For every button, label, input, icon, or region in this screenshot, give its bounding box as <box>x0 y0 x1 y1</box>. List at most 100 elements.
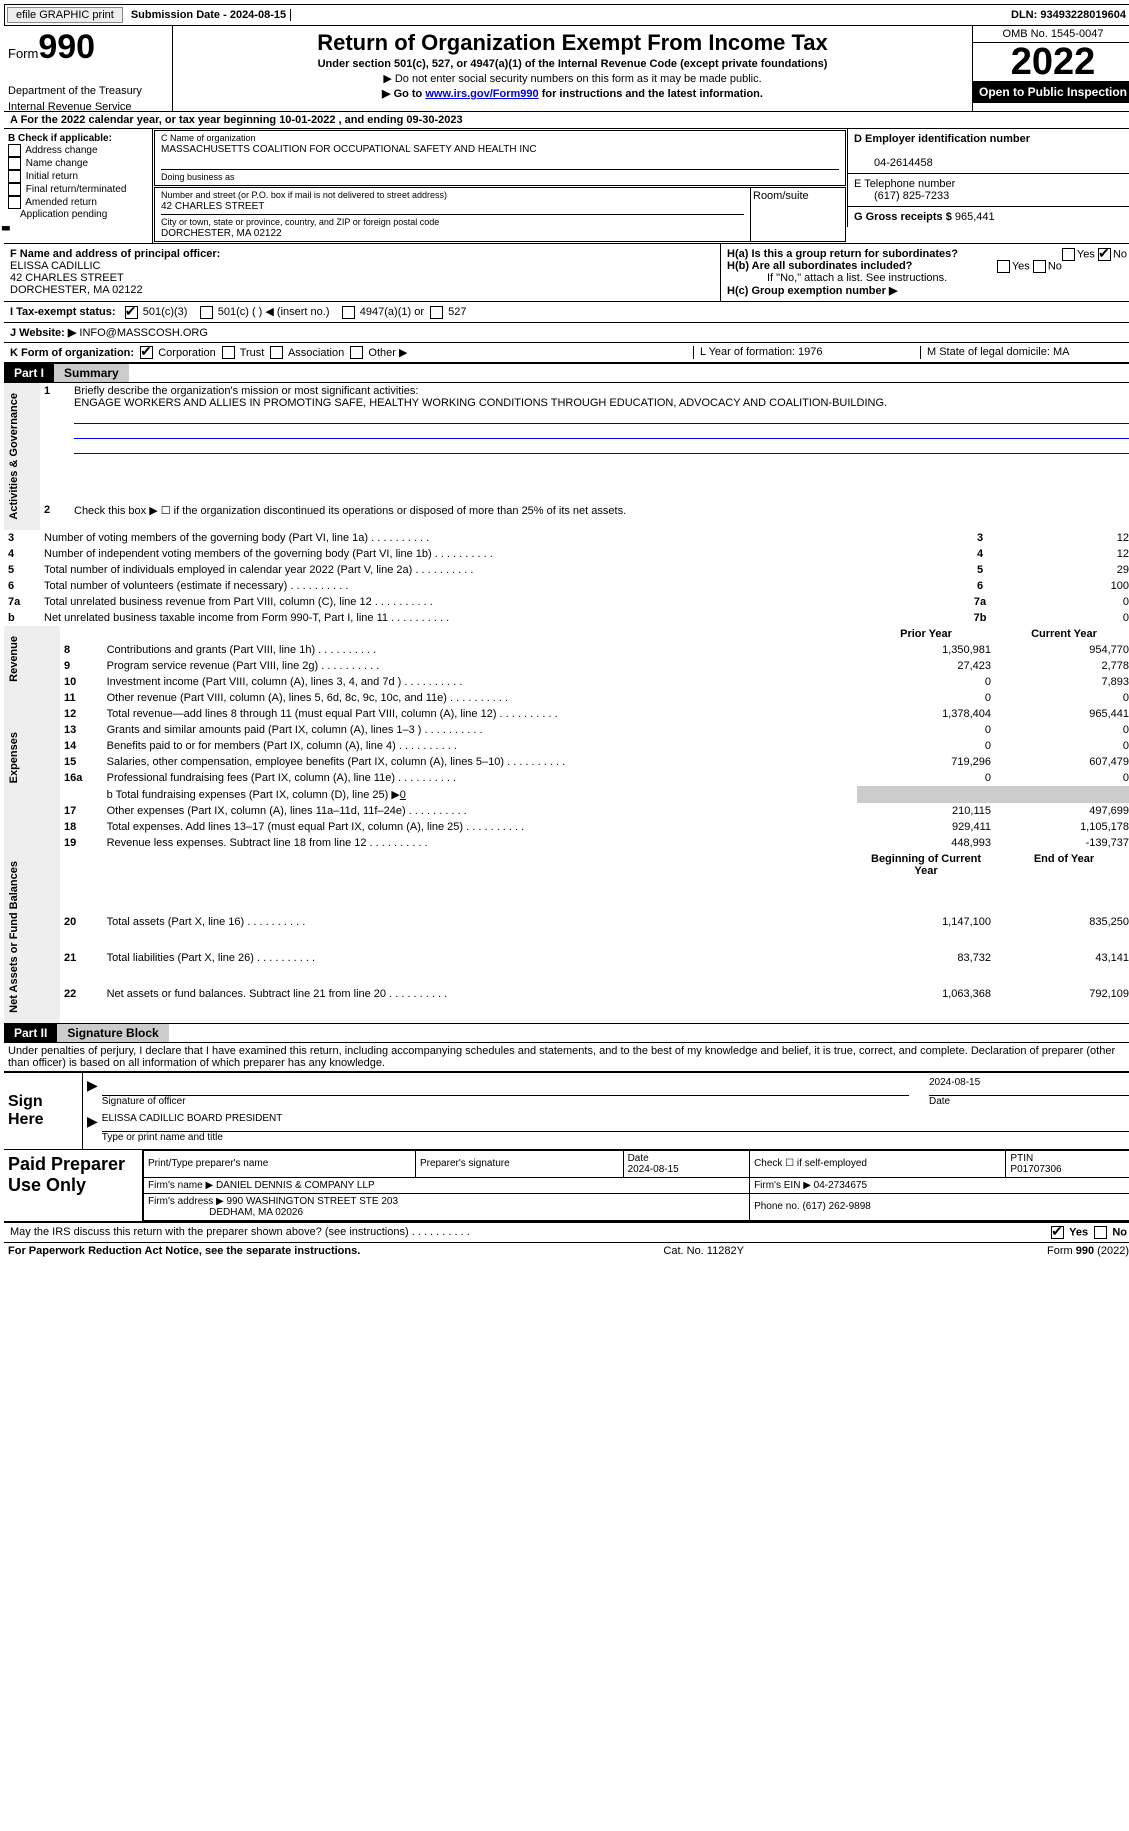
submission-date: Submission Date - 2024-08-15 <box>127 9 291 21</box>
form-header: Form990 Department of the Treasury Inter… <box>4 26 1129 112</box>
footer-form: Form 990 (2022) <box>1047 1245 1129 1257</box>
preparer-sig-label: Preparer's signature <box>415 1150 623 1177</box>
firm-addr-label: Firm's address ▶ <box>148 1196 224 1207</box>
cb-4947[interactable] <box>342 306 355 319</box>
part2-num: Part II <box>4 1024 57 1042</box>
label-name-change: Name change <box>26 158 88 169</box>
room-label: Room/suite <box>753 190 809 202</box>
ptin-value: P01707306 <box>1010 1164 1061 1175</box>
goto-prefix: ▶ Go to <box>382 88 425 100</box>
org-city: DORCHESTER, MA 02122 <box>161 228 282 239</box>
part1-num: Part I <box>4 364 54 382</box>
open-inspection: Open to Public Inspection <box>973 81 1129 103</box>
section-b-label: B Check if applicable: <box>8 133 112 144</box>
ha-yes[interactable] <box>1062 248 1075 261</box>
cb-corp[interactable] <box>140 346 153 359</box>
firm-ein-label: Firm's EIN ▶ <box>754 1180 811 1191</box>
row-j-label: J Website: ▶ <box>10 327 76 339</box>
firm-phone-label: Phone no. <box>754 1201 800 1212</box>
paid-preparer-label: Paid Preparer Use Only <box>4 1150 143 1221</box>
q2-text: Check this box ▶ ☐ if the organization d… <box>70 502 1129 530</box>
yes-label: Yes <box>1077 248 1095 260</box>
cb-assoc[interactable] <box>270 346 283 359</box>
section-d-label: D Employer identification number <box>854 133 1030 145</box>
city-label: City or town, state or province, country… <box>161 217 439 227</box>
efile-print-button[interactable]: efile GRAPHIC print <box>7 7 123 23</box>
section-ha: H(a) Is this a group return for subordin… <box>727 248 958 260</box>
perjury-text: Under penalties of perjury, I declare th… <box>4 1043 1129 1071</box>
preparer-name-label: Print/Type preparer's name <box>144 1150 416 1177</box>
hb-note: If "No," attach a list. See instructions… <box>767 272 1127 284</box>
firm-phone: (617) 262-9898 <box>802 1201 870 1212</box>
goto-suffix: for instructions and the latest informat… <box>539 88 763 100</box>
self-employed-label: Check ☐ if self-employed <box>750 1150 1006 1177</box>
checkbox-address-change[interactable] <box>8 144 21 157</box>
label-address-change: Address change <box>25 145 97 156</box>
cb-trust[interactable] <box>222 346 235 359</box>
officer-addr2: DORCHESTER, MA 02122 <box>10 284 143 296</box>
label-amended: Amended return <box>25 197 97 208</box>
label-501c3: 501(c)(3) <box>143 306 188 318</box>
part1-title: Summary <box>54 364 129 382</box>
firm-name: DANIEL DENNIS & COMPANY LLP <box>216 1180 375 1191</box>
section-g-label: G Gross receipts $ <box>854 211 952 223</box>
tax-year: 2022 <box>973 43 1129 81</box>
hb-no[interactable] <box>1033 260 1046 273</box>
paid-date: 2024-08-15 <box>628 1164 679 1175</box>
irs-link[interactable]: www.irs.gov/Form990 <box>425 88 538 100</box>
addr-label: Number and street (or P.O. box if mail i… <box>161 190 447 200</box>
no-label: No <box>1113 248 1127 260</box>
label-app-pending: Application pending <box>20 209 107 220</box>
irs-label: Internal Revenue Service <box>8 101 168 113</box>
cb-501c[interactable] <box>200 306 213 319</box>
ha-no[interactable] <box>1098 248 1111 261</box>
date-label: Date <box>929 1096 950 1107</box>
sig-officer-label: Signature of officer <box>102 1096 186 1107</box>
section-c-name-label: C Name of organization <box>161 133 256 143</box>
row-k-label: K Form of organization: <box>10 347 134 359</box>
label-assoc: Association <box>288 347 344 359</box>
row-i-label: I Tax-exempt status: <box>10 306 116 318</box>
line-a-period: A For the 2022 calendar year, or tax yea… <box>4 112 1129 129</box>
cb-527[interactable] <box>430 306 443 319</box>
sign-here-label: Sign Here <box>4 1073 83 1149</box>
form-number: 990 <box>38 28 95 66</box>
finance-table: RevenuePrior YearCurrent Year8Contributi… <box>4 626 1129 1023</box>
firm-name-label: Firm's name ▶ <box>148 1180 213 1191</box>
checkbox-name-change[interactable] <box>8 157 21 170</box>
paid-date-label: Date <box>628 1153 649 1164</box>
section-f-label: F Name and address of principal officer: <box>10 248 220 260</box>
part2-title: Signature Block <box>57 1024 168 1042</box>
org-address: 42 CHARLES STREET <box>161 201 264 212</box>
discuss-label: May the IRS discuss this return with the… <box>10 1226 470 1239</box>
label-4947: 4947(a)(1) or <box>360 306 424 318</box>
label-other: Other ▶ <box>368 347 407 359</box>
checkbox-final-return[interactable] <box>8 183 21 196</box>
q1-label: Briefly describe the organization's miss… <box>74 385 418 397</box>
cb-other[interactable] <box>350 346 363 359</box>
dept-treasury: Department of the Treasury <box>8 85 168 97</box>
form-title: Return of Organization Exempt From Incom… <box>177 30 968 56</box>
typed-name-label: Type or print name and title <box>102 1132 223 1143</box>
website-value: INFO@MASSCOSH.ORG <box>79 327 208 339</box>
discuss-no[interactable] <box>1094 1226 1107 1239</box>
cb-501c3[interactable] <box>125 306 138 319</box>
discuss-yes[interactable] <box>1051 1226 1064 1239</box>
year-formation: L Year of formation: 1976 <box>693 346 920 360</box>
form-label: Form <box>8 46 38 61</box>
dba-label: Doing business as <box>161 172 235 182</box>
yes-label2: Yes <box>1012 260 1030 272</box>
discuss-no-label: No <box>1112 1226 1127 1238</box>
hb-yes[interactable] <box>997 260 1010 273</box>
label-trust: Trust <box>240 347 265 359</box>
arrow-icon-2: ▶ <box>87 1113 98 1143</box>
mission-text: ENGAGE WORKERS AND ALLIES IN PROMOTING S… <box>74 397 887 409</box>
tab-activities: Activities & Governance <box>8 385 20 528</box>
checkbox-amended[interactable] <box>8 196 21 209</box>
ein-value: 04-2614458 <box>874 157 933 169</box>
footer-catno: Cat. No. 11282Y <box>663 1245 744 1257</box>
no-label2: No <box>1048 260 1062 272</box>
ptin-label: PTIN <box>1010 1153 1033 1164</box>
checkbox-initial-return[interactable] <box>8 170 21 183</box>
officer-typed-name: ELISSA CADILLIC BOARD PRESIDENT <box>102 1113 1129 1132</box>
